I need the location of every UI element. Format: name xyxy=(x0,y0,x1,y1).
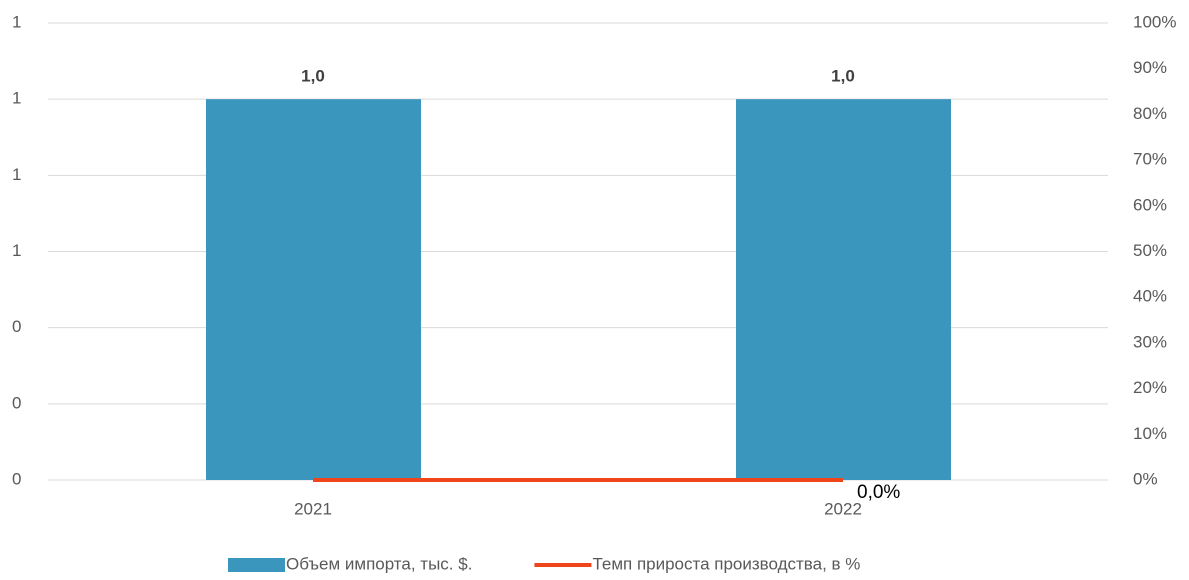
legend-label: Темп прироста производства, в % xyxy=(592,554,860,573)
legend-label: Объем импорта, тыс. $. xyxy=(286,554,472,573)
y-tick-label: 1 xyxy=(12,12,21,31)
bar xyxy=(206,99,421,481)
y2-tick-label: 90% xyxy=(1133,58,1167,77)
y2-tick-label: 30% xyxy=(1133,332,1167,351)
y2-tick-label: 60% xyxy=(1133,195,1167,214)
y2-tick-label: 80% xyxy=(1133,104,1167,123)
data-label: 1,0 xyxy=(301,67,325,86)
y-tick-label: 1 xyxy=(12,165,21,184)
x-tick-label: 2021 xyxy=(294,499,332,518)
y-tick-label: 0 xyxy=(12,469,21,488)
data-label: 0,0% xyxy=(857,482,900,503)
y2-tick-label: 0% xyxy=(1133,469,1158,488)
y2-tick-label: 20% xyxy=(1133,378,1167,397)
y2-tick-label: 10% xyxy=(1133,424,1167,443)
y2-tick-label: 40% xyxy=(1133,287,1167,306)
y-tick-label: 1 xyxy=(12,241,21,260)
legend-swatch xyxy=(228,558,285,572)
bar xyxy=(736,99,951,481)
y2-tick-label: 100% xyxy=(1133,12,1176,31)
y-tick-label: 0 xyxy=(12,393,21,412)
y-tick-label: 0 xyxy=(12,317,21,336)
y-tick-label: 1 xyxy=(12,89,21,108)
y2-tick-label: 70% xyxy=(1133,150,1167,169)
x-tick-label: 2022 xyxy=(824,499,862,518)
data-label: 1,0 xyxy=(831,67,855,86)
y2-tick-label: 50% xyxy=(1133,241,1167,260)
